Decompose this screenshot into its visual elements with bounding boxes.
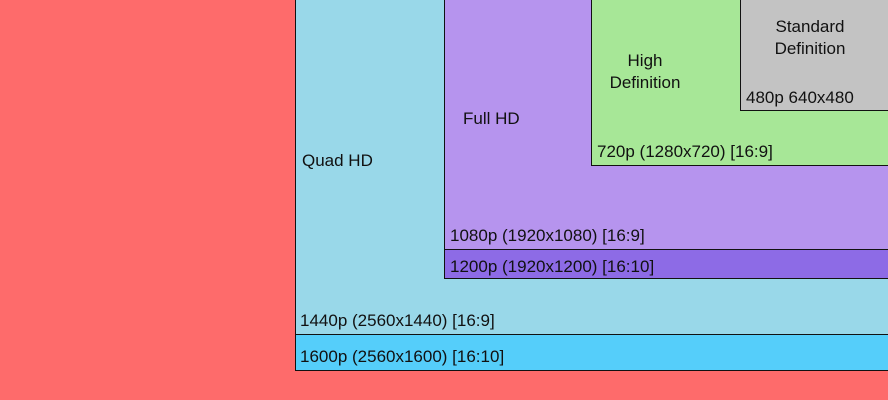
label-1080p: 1080p (1920x1080) [16:9] [450,226,645,245]
label-720p: 720p (1280x720) [16:9] [597,142,773,161]
label-1440p: 1440p (2560x1440) [16:9] [300,311,495,330]
label-standard-definition-line2: Definition [774,39,846,59]
label-full-hd: Full HD [463,109,520,128]
label-1200p: 1200p (1920x1200) [16:10] [450,257,655,276]
label-standard-definition-line1: Standard [775,17,845,36]
label-high-definition: High Definition [598,50,692,94]
label-high-definition-line2: Definition [609,73,681,93]
label-480p: 480p 640x480 [746,88,854,107]
region-480p [740,0,888,111]
label-quad-hd: Quad HD [302,151,373,170]
label-1600p: 1600p (2560x1600) [16:10] [300,347,505,366]
label-standard-definition: Standard Definition [762,16,858,60]
label-high-definition-line1: High [627,51,663,70]
